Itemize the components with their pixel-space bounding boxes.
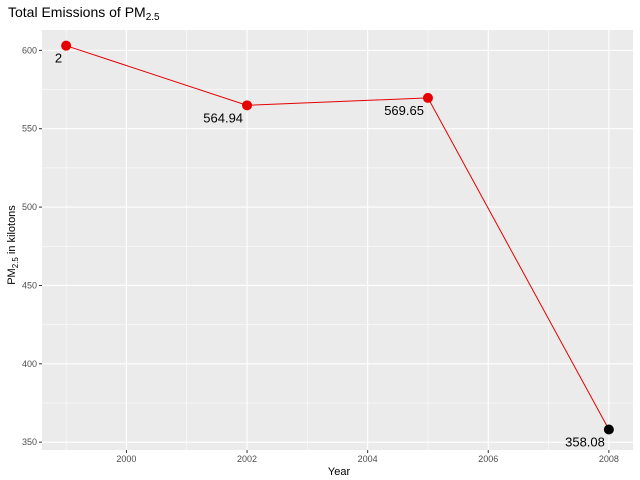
data-label: 2 [55, 51, 62, 66]
series-line [65, 45, 610, 430]
x-tick-label: 2000 [116, 454, 136, 464]
y-tick-label: 550 [22, 124, 37, 134]
chart-title: Total Emissions of PM2.5 [8, 4, 160, 23]
y-tick-label: 350 [22, 437, 37, 447]
data-point [61, 40, 72, 51]
y-axis-title: PM2.5 in kilotons [6, 205, 20, 285]
x-tick-label: 2004 [358, 454, 378, 464]
y-tick-label: 600 [22, 45, 37, 55]
data-point [242, 100, 253, 111]
grid [42, 30, 633, 450]
x-tick-label: 2008 [599, 454, 619, 464]
axis-ticks: 2000 2002 2004 2006 2008 350 400 450 500 550 600 [22, 45, 619, 464]
x-tick-label: 2002 [237, 454, 257, 464]
data-label: 564.94 [203, 110, 243, 125]
x-tick-label: 2006 [478, 454, 498, 464]
x-axis-title: Year [328, 466, 351, 478]
plot-panel [42, 30, 633, 450]
data-point [603, 424, 614, 435]
data-point [422, 92, 433, 103]
series-points [61, 40, 614, 435]
y-tick-label: 450 [22, 280, 37, 290]
data-labels: 2 564.94 569.65 358.08 [55, 51, 605, 450]
y-tick-label: 500 [22, 202, 37, 212]
series-line-path [65, 45, 610, 430]
y-tick-label: 400 [22, 359, 37, 369]
data-label: 358.08 [565, 435, 605, 450]
data-label: 569.65 [384, 103, 424, 118]
